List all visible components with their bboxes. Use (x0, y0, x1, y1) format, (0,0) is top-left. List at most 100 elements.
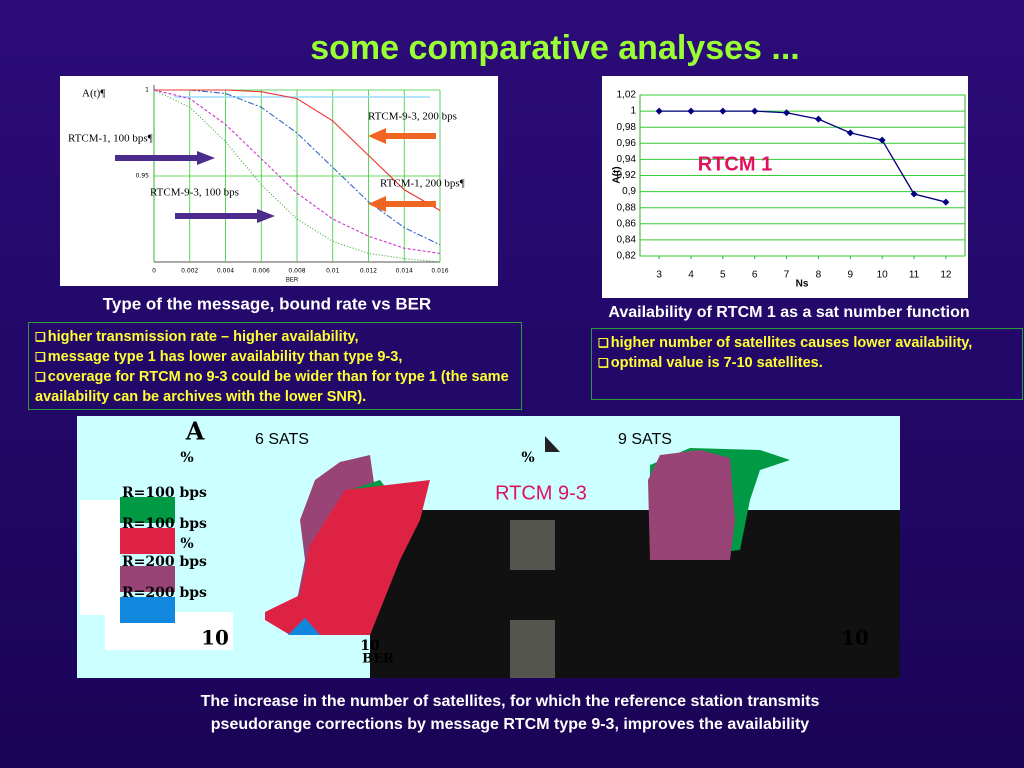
x-tick-label: 7 (784, 270, 790, 281)
x-tick-label: 0.01 (326, 268, 340, 275)
x-tick-label: 10 (877, 270, 889, 281)
series-label: RTCM-9-3, 200 bps (368, 111, 457, 123)
panel-label: 9 SATS (618, 431, 672, 448)
legend-label: R=100 bps (122, 516, 207, 532)
x-tick-label: 0.016 (431, 268, 448, 275)
arrow (175, 209, 275, 223)
note-item: coverage for RTCM no 9-3 could be wider … (35, 367, 515, 407)
y-tick-label: 1 (630, 106, 636, 117)
y-tick-label: 0.95 (136, 173, 150, 180)
x-tick-label: 3 (656, 270, 662, 281)
legend-label: R=100 bps (122, 485, 207, 501)
surface-6-sats-blue (288, 618, 320, 635)
panel-label: 6 SATS (255, 431, 309, 448)
y-tick-label: 1 (145, 87, 149, 94)
right-caption: Availability of RTCM 1 as a sat number f… (608, 304, 969, 321)
data-line (659, 110, 947, 203)
x-tick-label: 0.014 (396, 268, 413, 275)
bottom-caption: The increase in the number of satellites… (80, 690, 940, 736)
left-caption: Type of the message, bound rate vs BER (103, 294, 431, 313)
caption-line: pseudorange corrections by message RTCM … (210, 716, 810, 733)
data-point (814, 115, 822, 123)
note-item: optimal value is 7-10 satellites. (598, 353, 1016, 373)
y-axis-label: A(t)¶ (82, 88, 105, 100)
left-notes: higher transmission rate – higher availa… (28, 322, 522, 410)
unit-label: % (521, 450, 534, 466)
data-point (910, 190, 918, 198)
legend-swatch (120, 528, 175, 554)
shadow-block (510, 520, 555, 678)
x-tick-label: 0.002 (181, 268, 198, 275)
figure-annotation: RTCM 9-3 (495, 482, 587, 504)
x-axis-label: BER (286, 278, 299, 284)
x-tick-label: 10 (201, 626, 229, 650)
x-tick-label: 6 (752, 270, 758, 281)
x-tick-label: 0.004 (217, 268, 234, 275)
x-tick-label: 0.006 (253, 268, 270, 275)
surface-9-sats-mauve (648, 450, 735, 560)
x-tick-label: 10 (360, 638, 380, 654)
note-item: higher number of satellites causes lower… (598, 333, 1016, 353)
series-label: RTCM-1, 100 bps¶ (68, 133, 153, 145)
y-axis-label: A(t) (612, 166, 623, 183)
y-tick-label: 0,86 (617, 218, 637, 229)
data-point (942, 198, 950, 206)
y-tick-label: 0,84 (617, 235, 637, 246)
x-axis-label: Ns (796, 279, 809, 290)
series-label: RTCM-9-3, 100 bps (150, 187, 239, 199)
legend-backing (80, 500, 120, 615)
y-tick-label: 0,96 (617, 138, 637, 149)
arrow (115, 151, 215, 165)
dark-region (370, 510, 900, 678)
x-tick-label: 5 (720, 270, 726, 281)
surface-6-sats-red (265, 480, 430, 635)
legend-swatch (120, 597, 175, 623)
y-tick-label: 0,82 (617, 251, 637, 262)
data-point (655, 107, 663, 115)
x-tick-label: 4 (688, 270, 694, 281)
data-point (783, 109, 791, 117)
x-tick-label: 10 (841, 626, 869, 650)
x-tick-label: 0.008 (288, 268, 305, 275)
series-label: RTCM-1, 200 bps¶ (380, 178, 465, 190)
unit-label: % (180, 450, 193, 466)
bottom-figure (77, 416, 900, 678)
legend-label: R=200 bps (122, 585, 207, 601)
legend-label: R=200 bps (122, 554, 207, 570)
corner-marker (545, 436, 560, 452)
arrow (368, 196, 436, 212)
x-tick-label: 0 (152, 268, 156, 275)
data-point (751, 107, 759, 115)
y-tick-label: 0,92 (617, 170, 637, 181)
right-notes: higher number of satellites causes lower… (591, 328, 1023, 400)
y-tick-label: 0,98 (617, 122, 637, 133)
y-tick-label: 0,9 (622, 186, 636, 197)
legend-swatch (120, 497, 175, 523)
y-tick-label: 1,02 (617, 90, 637, 101)
data-point (878, 136, 886, 144)
series-line (153, 89, 441, 254)
data-point (719, 107, 727, 115)
x-tick-label: 0.012 (360, 268, 377, 275)
x-axis-label: BER (362, 652, 394, 667)
arrow (368, 128, 436, 144)
y-axis-label: A (185, 417, 205, 446)
x-tick-label: 9 (848, 270, 854, 281)
y-tick-label: 0,88 (617, 202, 637, 213)
note-item: message type 1 has lower availability th… (35, 347, 515, 367)
y-tick-label: 0,94 (617, 154, 637, 165)
x-tick-label: 12 (940, 270, 952, 281)
x-tick-label: 8 (816, 270, 822, 281)
series-line (154, 89, 441, 211)
data-point (687, 107, 695, 115)
caption-line: The increase in the number of satellites… (200, 693, 820, 710)
unit-label: % (180, 536, 193, 552)
chart-annotation: RTCM 1 (698, 153, 772, 175)
legend-swatch (120, 566, 175, 592)
x-tick-label: 11 (909, 270, 920, 281)
data-point (846, 129, 854, 137)
slide-title: some comparative analyses ... (310, 29, 799, 67)
note-item: higher transmission rate – higher availa… (35, 327, 515, 347)
